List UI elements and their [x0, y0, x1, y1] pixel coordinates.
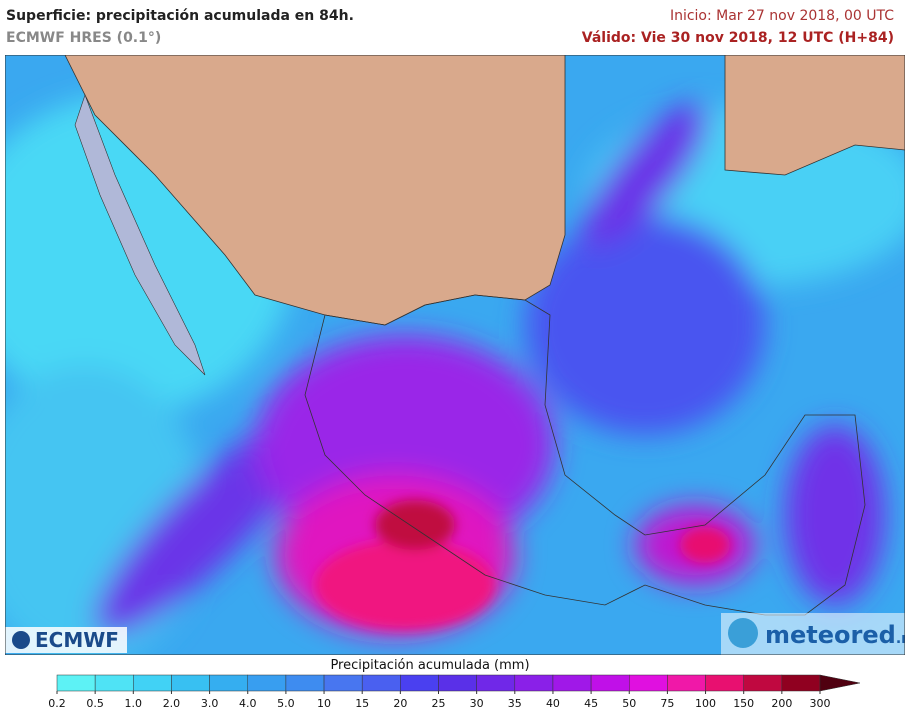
color-swatch: [705, 674, 744, 692]
color-swatch: [590, 674, 630, 692]
tick-label: 20: [393, 697, 407, 710]
color-swatch: [171, 674, 210, 692]
tick-label: 100: [695, 697, 716, 710]
title: Superficie: precipitación acumulada en 8…: [6, 8, 354, 24]
logo-meteored: meteored.mx: [721, 613, 905, 655]
tick-label: 2.0: [163, 697, 181, 710]
color-swatch: [285, 674, 325, 692]
color-swatch: [552, 674, 592, 692]
tick-label: 0.5: [86, 697, 104, 710]
color-swatch: [323, 674, 363, 692]
tick-label: 25: [432, 697, 446, 710]
colorbar: Precipitación acumulada (mm) 0.2 0.5 1.0 2.…: [48, 658, 861, 710]
logo-meteored-main: meteored: [765, 621, 896, 649]
tick-label: 45: [584, 697, 598, 710]
tick-label: 50: [622, 697, 636, 710]
colorbar-title: Precipitación acumulada (mm): [330, 658, 529, 673]
logo-meteored-suffix: .mx: [896, 631, 905, 647]
tick-label: 0.2: [48, 697, 66, 710]
color-swatch: [743, 674, 783, 692]
map: ECMWF meteored.mx: [5, 55, 905, 655]
color-swatch: [514, 674, 554, 692]
init-time: Inicio: Mar 27 nov 2018, 00 UTC: [669, 8, 894, 24]
color-swatch: [247, 674, 287, 692]
color-swatch: [629, 674, 668, 692]
color-swatch: [400, 674, 439, 692]
tick-label: 1.0: [125, 697, 143, 710]
tick-label: 35: [508, 697, 522, 710]
tick-label: 10: [317, 697, 331, 710]
tick-label: 75: [660, 697, 674, 710]
tick-label: 5.0: [277, 697, 295, 710]
color-swatch: [438, 674, 477, 692]
tick-label: 40: [546, 697, 560, 710]
tick-label: 150: [733, 697, 754, 710]
color-swatch: [361, 674, 401, 692]
tick-label: 200: [771, 697, 792, 710]
color-swatch: [781, 674, 821, 692]
tick-label: 300: [810, 697, 831, 710]
color-extend: [819, 674, 861, 692]
tick-label: 15: [355, 697, 369, 710]
color-swatch: [667, 674, 706, 692]
tick-label: 4.0: [239, 697, 257, 710]
tick-label: 30: [470, 697, 484, 710]
logo-ecmwf: ECMWF: [5, 627, 127, 653]
color-swatch: [56, 674, 96, 692]
color-swatch: [209, 674, 249, 692]
color-swatch: [133, 674, 172, 692]
tick-label: 3.0: [201, 697, 219, 710]
logo-ecmwf-text: ECMWF: [35, 628, 119, 652]
model: ECMWF HRES (0.1°): [6, 30, 162, 46]
color-swatch: [476, 674, 516, 692]
valid-time: Válido: Vie 30 nov 2018, 12 UTC (H+84): [581, 30, 894, 46]
color-swatch: [94, 674, 134, 692]
logo-meteored-text: meteored.mx: [765, 621, 905, 649]
